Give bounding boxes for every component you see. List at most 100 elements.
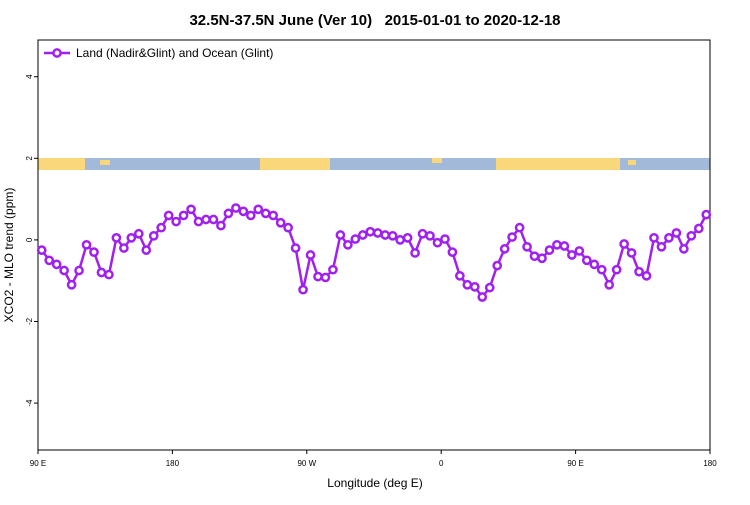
data-point: [559, 241, 570, 251]
data-point: [372, 228, 383, 238]
data-point: [619, 239, 629, 249]
data-point: [507, 232, 517, 242]
data-point: [440, 234, 450, 244]
data-point: [686, 230, 697, 241]
data-point: [223, 208, 234, 219]
data-point: [335, 230, 346, 240]
data-point: [664, 233, 674, 243]
data-point: [163, 210, 174, 221]
legend-label: Land (Nadir&Glint) and Ocean (Glint): [76, 46, 273, 60]
data-point: [455, 270, 465, 281]
data-point: [514, 222, 525, 233]
data-point: [574, 246, 585, 256]
x-tick-label: 90 E: [30, 459, 46, 468]
data-point: [701, 209, 712, 220]
data-point: [104, 269, 114, 280]
data-point: [641, 270, 652, 281]
data-point: [679, 244, 689, 254]
data-point: [238, 206, 249, 217]
data-point: [320, 272, 331, 283]
data-point: [432, 237, 443, 248]
data-point: [201, 214, 211, 225]
data-point: [365, 226, 376, 237]
data-point: [81, 239, 92, 250]
data-point: [148, 230, 159, 241]
data-point: [402, 233, 413, 243]
data-point: [567, 250, 577, 260]
data-point: [589, 259, 600, 270]
data-point: [537, 253, 547, 264]
data-point: [410, 248, 420, 258]
data-point: [89, 247, 99, 257]
data-point: [484, 282, 495, 293]
data-point: [462, 279, 473, 290]
data-point: [380, 230, 391, 240]
data-point: [231, 203, 241, 213]
data-point: [208, 214, 219, 225]
data-point: [492, 260, 503, 271]
data-point: [544, 245, 555, 255]
data-point: [126, 233, 137, 243]
data-point: [260, 208, 271, 219]
x-tick-label: 0: [439, 459, 444, 468]
x-tick-label: 90 E: [567, 459, 583, 468]
x-tick-label: 90 W: [297, 459, 316, 468]
data-point: [499, 244, 510, 254]
data-point: [133, 228, 144, 239]
data-point: [604, 279, 615, 290]
data-point: [387, 230, 398, 241]
data-point: [171, 216, 181, 227]
y-tick-label: 0: [25, 237, 34, 242]
data-point: [522, 241, 532, 252]
data-point: [178, 210, 189, 221]
data-point: [357, 230, 368, 240]
data-point: [447, 247, 458, 257]
data-point: [59, 265, 69, 276]
legend: Land (Nadir&Glint) and Ocean (Glint): [44, 46, 273, 60]
data-point: [469, 281, 480, 292]
data-point: [693, 223, 704, 234]
chart-title: 32.5N-37.5N June (Ver 10) 2015-01-01 to …: [189, 12, 560, 29]
data-point: [350, 234, 361, 244]
data-point: [305, 250, 316, 260]
x-tick-label: 180: [703, 459, 717, 468]
data-point: [581, 255, 592, 266]
data-point: [671, 228, 682, 238]
x-axis-label: Longitude (deg E): [327, 476, 422, 490]
data-point: [529, 251, 540, 262]
data-point: [649, 233, 659, 243]
data-point: [343, 239, 353, 250]
data-point: [156, 222, 167, 233]
data-point: [245, 210, 256, 221]
data-point: [395, 235, 405, 245]
data-point: [51, 259, 62, 270]
y-tick-label: -4: [25, 399, 34, 407]
data-point: [186, 204, 196, 215]
data-point: [216, 220, 226, 231]
data-point: [141, 245, 152, 255]
data-point: [417, 228, 428, 239]
data-point: [656, 241, 667, 252]
data-point: [111, 233, 122, 243]
data-point: [119, 243, 129, 253]
data-point: [268, 210, 279, 221]
data-point: [290, 243, 301, 253]
data-point: [634, 266, 644, 277]
data-point: [74, 265, 84, 276]
data-point: [596, 264, 607, 275]
legend-marker: [52, 48, 62, 58]
data-point: [44, 255, 55, 266]
plot-frame: [37, 39, 711, 451]
land-ocean-strip: [38, 158, 710, 170]
y-tick-label: -2: [25, 317, 34, 325]
data-point: [313, 271, 323, 282]
x-tick-label: 180: [166, 459, 180, 468]
data-point: [193, 216, 204, 227]
data-point: [275, 217, 286, 228]
data-point: [328, 264, 338, 275]
data-point: [96, 267, 107, 278]
y-tick-label: 4: [25, 74, 34, 79]
y-axis-label: XCO2 - MLO trend (ppm): [2, 188, 16, 323]
data-point: [66, 279, 77, 290]
